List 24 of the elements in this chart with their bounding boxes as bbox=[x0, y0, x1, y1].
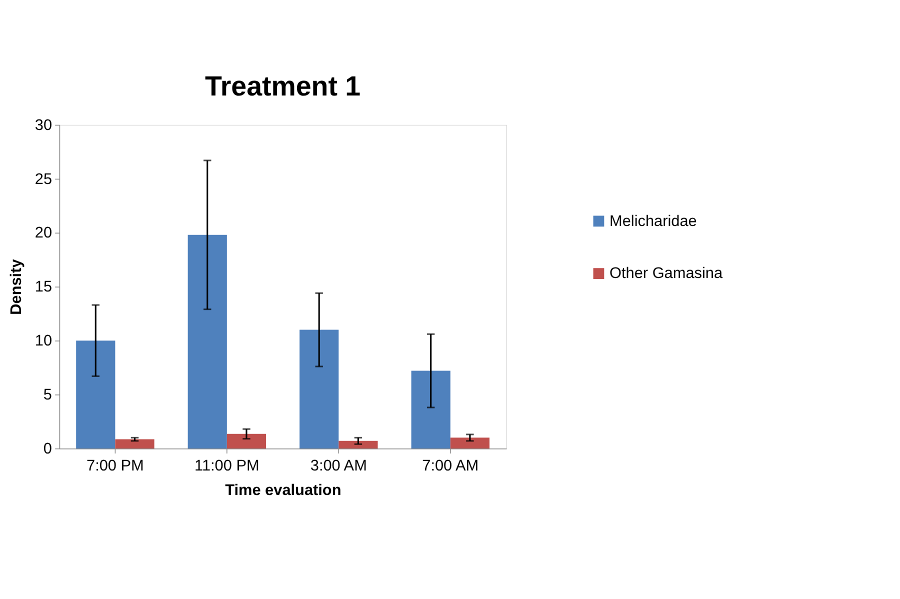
x-tick-label: 3:00 AM bbox=[310, 457, 367, 474]
chart-title: Treatment 1 bbox=[204, 70, 361, 102]
legend-label: Other Gamasina bbox=[610, 265, 723, 282]
bar bbox=[338, 440, 378, 448]
bar bbox=[411, 370, 450, 448]
legend-label: Melicharidae bbox=[610, 212, 697, 230]
y-tick-label: 20 bbox=[34, 224, 52, 242]
bar bbox=[188, 234, 227, 448]
x-axis-title: Time evaluation bbox=[225, 482, 342, 500]
y-tick-label: 5 bbox=[43, 386, 52, 404]
bar bbox=[76, 340, 116, 448]
bar bbox=[450, 438, 490, 448]
y-tick-label: 25 bbox=[34, 170, 52, 188]
bar bbox=[115, 439, 154, 448]
y-tick-label: 15 bbox=[34, 278, 52, 296]
x-tick-label: 7:00 PM bbox=[86, 457, 144, 474]
x-tick-label: 7:00 AM bbox=[422, 457, 479, 474]
bar bbox=[226, 434, 266, 448]
y-tick-label: 0 bbox=[43, 440, 52, 458]
x-tick-label: 11:00 PM bbox=[194, 457, 260, 474]
y-axis-title: Density bbox=[8, 258, 25, 315]
bar bbox=[300, 330, 339, 448]
y-tick-label: 30 bbox=[34, 116, 52, 134]
y-tick-label: 10 bbox=[34, 332, 52, 350]
